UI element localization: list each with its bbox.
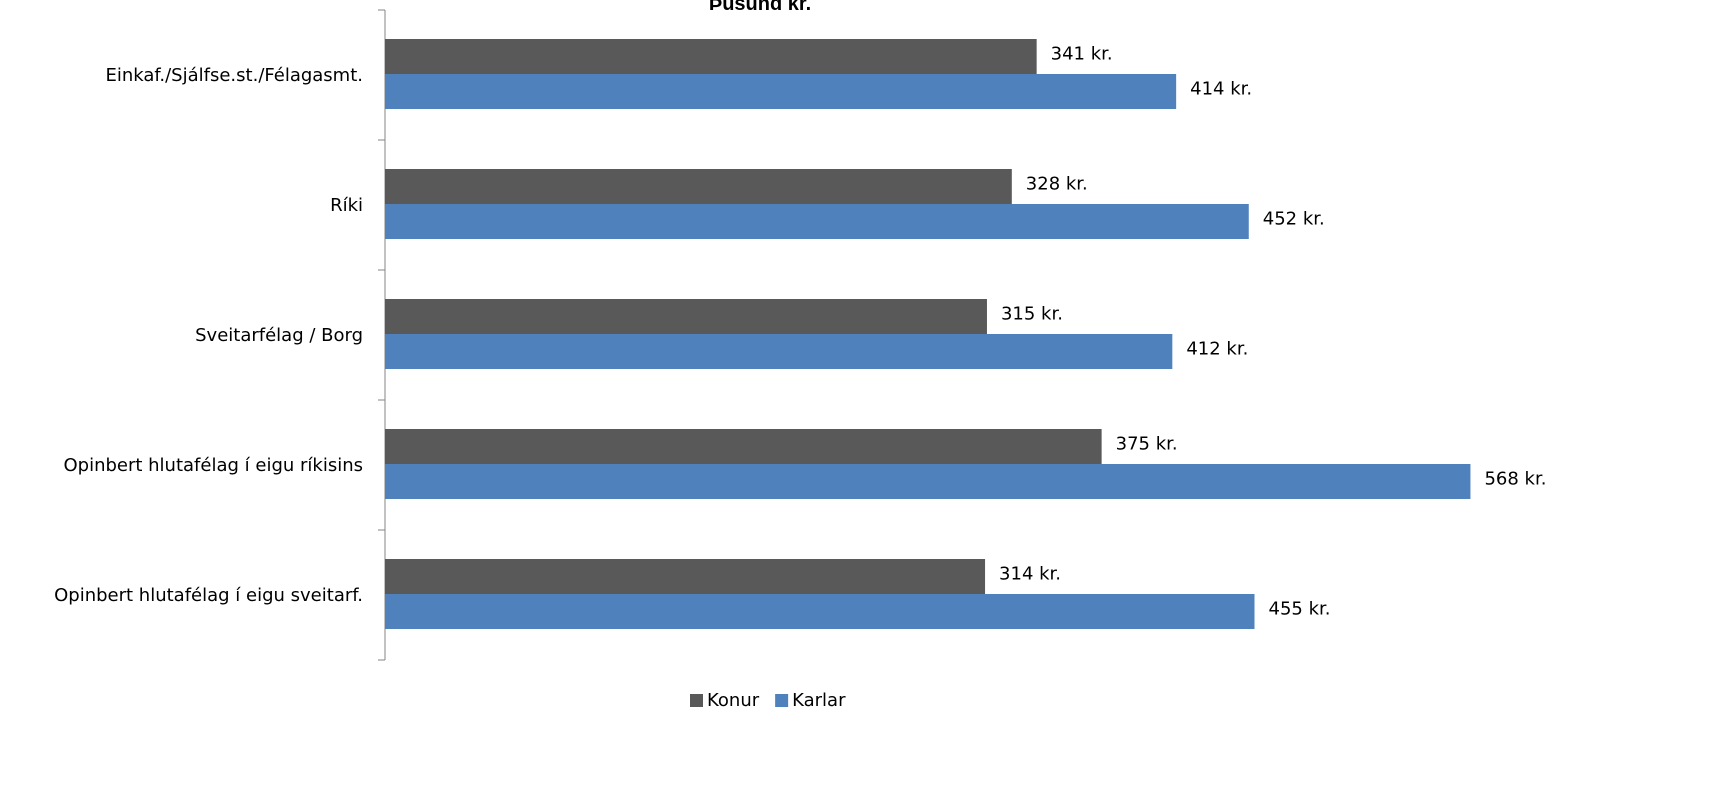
- data-label: 315 kr.: [1001, 304, 1063, 325]
- bar-konur: [385, 169, 1012, 204]
- bar-konur: [385, 39, 1037, 74]
- bar-karlar: [385, 594, 1255, 629]
- data-label: 455 kr.: [1269, 599, 1331, 620]
- y-axis: Einkaf./Sjálfse.st./Félagasmt. Ríki Sveita…: [54, 9, 386, 661]
- category-label: Opinbert hlutafélag í eigu ríkisins: [63, 455, 363, 476]
- legend-label-karlar: Karlar: [792, 690, 846, 711]
- data-label: 375 kr.: [1116, 434, 1178, 455]
- bar-karlar: [385, 204, 1249, 239]
- data-label: 452 kr.: [1263, 209, 1325, 230]
- data-label: 414 kr.: [1190, 79, 1252, 100]
- data-label: 328 kr.: [1026, 174, 1088, 195]
- category-label: Einkaf./Sjálfse.st./Félagasmt.: [105, 65, 363, 86]
- category-label: Opinbert hlutafélag í eigu sveitarf.: [54, 585, 363, 606]
- category-label: Sveitarfélag / Borg: [195, 325, 363, 346]
- category-label: Ríki: [330, 195, 363, 216]
- legend: Konur Karlar: [690, 690, 846, 711]
- data-label: 568 kr.: [1484, 469, 1546, 490]
- bar-konur: [385, 559, 986, 594]
- bars-group: 341 kr. 414 kr. 328 kr. 452 kr. 315 kr. 412 k…: [385, 39, 1546, 629]
- legend-swatch-karlar: [775, 694, 789, 707]
- bar-konur: [385, 299, 987, 334]
- data-label: 341 kr.: [1051, 44, 1113, 65]
- bar-konur: [385, 429, 1102, 464]
- bar-karlar: [385, 74, 1177, 109]
- bar-karlar: [385, 464, 1471, 499]
- legend-swatch-konur: [690, 694, 703, 707]
- data-label: 412 kr.: [1186, 339, 1248, 360]
- bar-karlar: [385, 334, 1173, 369]
- data-label: 314 kr.: [999, 564, 1061, 585]
- chart-title: Þúsund kr.: [709, 0, 811, 15]
- legend-label-konur: Konur: [707, 690, 760, 711]
